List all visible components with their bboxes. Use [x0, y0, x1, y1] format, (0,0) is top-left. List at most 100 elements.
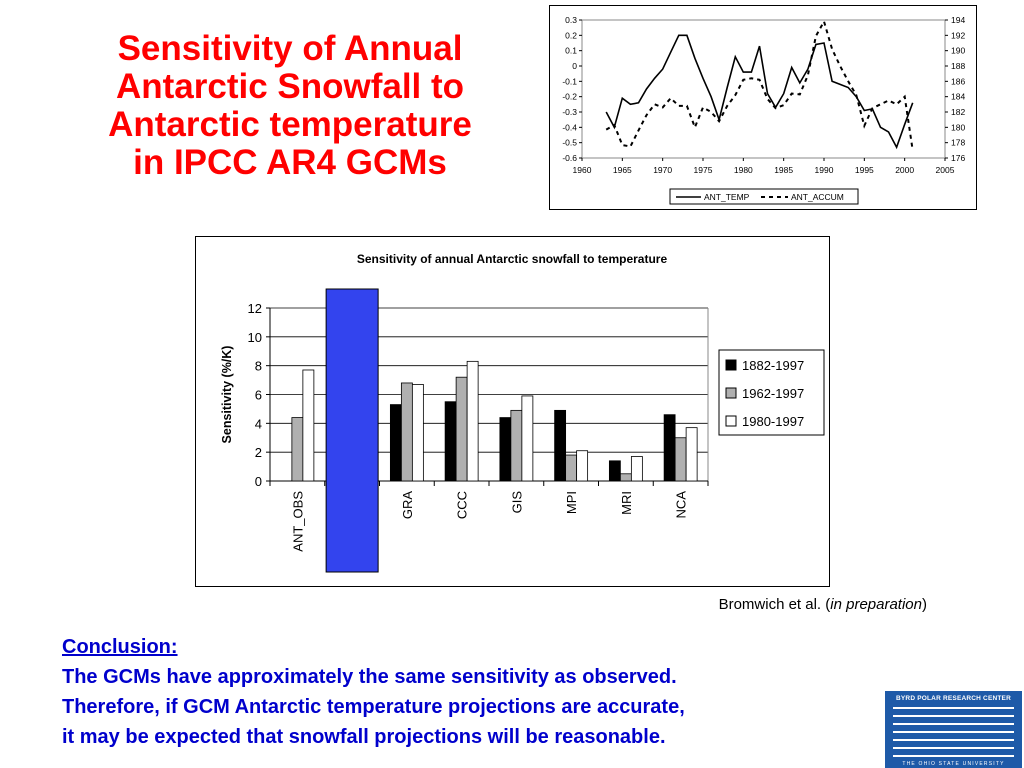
category-label-ant-obs: ANT_OBS	[290, 491, 305, 552]
citation-suffix: )	[922, 596, 927, 613]
y-tick-label: 12	[248, 301, 262, 316]
citation: Bromwich et al. (in preparation)	[600, 596, 927, 613]
y2-tick-label: 184	[951, 92, 965, 102]
y2-tick-label: 186	[951, 76, 965, 86]
y-tick-label: 0.2	[565, 30, 577, 40]
x-tick-label: 1960	[573, 165, 592, 175]
x-tick-label: 2000	[895, 165, 914, 175]
logo-title: BYRD POLAR RESEARCH CENTER	[896, 695, 1011, 702]
x-tick-label: 1985	[774, 165, 793, 175]
y-tick-label: 0.1	[565, 46, 577, 56]
chart1-legend: ANT_TEMP ANT_ACCUM	[669, 188, 859, 205]
y2-tick-label: 190	[951, 46, 965, 56]
series-line-ant-accum	[605, 18, 914, 151]
bar-ccc-1962-1997	[455, 376, 468, 482]
conclusion-line-2: Therefore, if GCM Antarctic temperature …	[62, 696, 685, 718]
bar-gra-1962-1997	[400, 382, 413, 482]
bar-nca-1882-1997	[663, 414, 676, 482]
citation-prefix: Bromwich et al. (	[718, 596, 831, 613]
time-series-chart: 0.3 0.2 0.1 0 -0.1 -0.2 -0.3 -0.4 -0.5 -0.6 194 192…	[549, 5, 977, 210]
y-tick-label: 0	[255, 474, 262, 489]
y-tick-label: 4	[255, 416, 262, 431]
bar-mpi-1882-1997	[554, 409, 567, 482]
y-tick-label: 8	[255, 359, 262, 374]
bar-nca-1962-1997	[674, 437, 687, 482]
chart-title: Sensitivity of annual Antarctic snowfall…	[357, 252, 668, 266]
y-tick-label: 2	[255, 445, 262, 460]
logo-subtitle: THE OHIO STATE UNIVERSITY	[902, 761, 1005, 767]
conclusion-heading: Conclusion:	[62, 636, 178, 658]
legend-label-1962-1997: 1962-1997	[742, 386, 804, 401]
x-tick-label: 1980	[734, 165, 753, 175]
highlight-cover-bar	[325, 288, 379, 573]
bar-ccc-1882-1997	[444, 401, 457, 482]
legend-label-1882-1997: 1882-1997	[742, 358, 804, 373]
series-line-ant-temp	[605, 34, 914, 150]
x-tick-label: 1990	[815, 165, 834, 175]
bar-mri-1882-1997	[608, 460, 621, 482]
bar-gis-1962-1997	[510, 409, 523, 482]
bar-nca-1980-1997	[685, 427, 698, 482]
y2-tick-label: 180	[951, 122, 965, 132]
y-tick-label: 6	[255, 388, 262, 403]
bar-gra-1980-1997	[411, 384, 424, 482]
y2-tick-label: 178	[951, 138, 965, 148]
category-label-nca: NCA	[674, 491, 689, 519]
x-tick-label: 1970	[653, 165, 672, 175]
bar-mri-1962-1997	[619, 473, 632, 482]
y-tick-label: -0.2	[562, 92, 577, 102]
bar-mri-1980-1997	[630, 456, 643, 482]
sensitivity-bar-chart-svg: Sensitivity of annual Antarctic snowfall…	[220, 252, 825, 573]
y-tick-label: -0.4	[562, 122, 577, 132]
y2-tick-label: 176	[951, 153, 965, 163]
category-label-gis: GIS	[509, 491, 524, 514]
category-label-ccc: CCC	[455, 491, 470, 519]
y-axis-label: Sensitivity (%/K)	[220, 346, 234, 444]
legend-swatch-1962-1997	[725, 387, 737, 399]
category-label-mpi: MPI	[564, 491, 579, 514]
category-label-mri: MRI	[619, 491, 634, 515]
slide-title: Sensitivity of Annual Antarctic Snowfall…	[60, 30, 520, 182]
title-line-4: in IPCC AR4 GCMs	[133, 143, 447, 182]
x-tick-label: 2005	[936, 165, 955, 175]
conclusion-block: Conclusion: The GCMs have approximately …	[62, 632, 872, 752]
x-tick-label: 1995	[855, 165, 874, 175]
y-tick-label: 0	[572, 61, 577, 71]
title-line-3: Antarctic temperature	[108, 105, 472, 144]
bar-ant-obs-1980-1997	[302, 369, 315, 482]
y2-tick-label: 192	[951, 30, 965, 40]
y-tick-label: -0.5	[562, 138, 577, 148]
plot-area-frame	[581, 19, 946, 159]
y-tick-label: 0.3	[565, 15, 577, 25]
y-tick-label: -0.3	[562, 107, 577, 117]
legend-label-ant-temp: ANT_TEMP	[704, 192, 750, 202]
bar-gis-1882-1997	[499, 417, 512, 482]
chart2-legend: 1882-1997 1962-1997 1980-1997	[718, 349, 825, 436]
sensitivity-bar-chart: Sensitivity of annual Antarctic snowfall…	[195, 236, 830, 587]
y2-tick-label: 194	[951, 15, 965, 25]
y-tick-label: -0.6	[562, 153, 577, 163]
legend-swatch-1882-1997	[725, 359, 737, 371]
citation-italic: in preparation	[830, 596, 922, 613]
byrd-polar-logo: BYRD POLAR RESEARCH CENTER THE OHIO STAT…	[885, 691, 1022, 768]
legend-label-1980-1997: 1980-1997	[742, 414, 804, 429]
x-tick-label: 1975	[694, 165, 713, 175]
legend-swatch-1980-1997	[725, 415, 737, 427]
legend-label-ant-accum: ANT_ACCUM	[791, 192, 844, 202]
category-label-gra: GRA	[400, 491, 415, 520]
y2-tick-label: 182	[951, 107, 965, 117]
conclusion-line-1: The GCMs have approximately the same sen…	[62, 666, 677, 688]
bar-gra-1882-1997	[389, 404, 402, 482]
y-tick-label: 10	[248, 330, 262, 345]
bar-ant-obs-1962-1997	[291, 417, 304, 482]
title-line-2: Antarctic Snowfall to	[115, 67, 465, 106]
y2-tick-label: 188	[951, 61, 965, 71]
x-tick-label: 1965	[613, 165, 632, 175]
title-line-1: Sensitivity of Annual	[117, 29, 463, 68]
bar-mpi-1980-1997	[576, 450, 589, 482]
bar-mpi-1962-1997	[565, 454, 578, 482]
bar-ccc-1980-1997	[466, 360, 479, 482]
conclusion-line-3: it may be expected that snowfall project…	[62, 726, 666, 748]
y-tick-label: -0.1	[562, 76, 577, 86]
bar-gis-1980-1997	[521, 395, 534, 482]
